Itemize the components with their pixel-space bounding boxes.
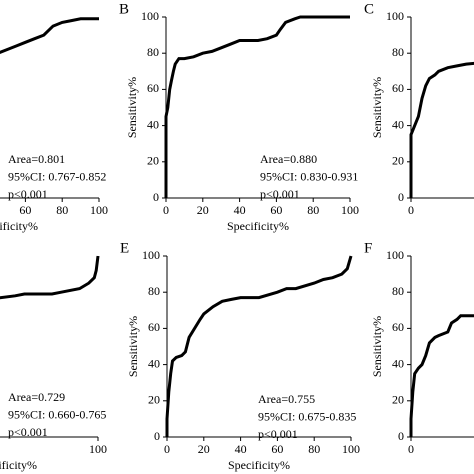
y-tick-label: 20: [148, 393, 160, 407]
annotation: Area=0.880: [260, 152, 317, 166]
y-axis-label: Sensitivity%: [370, 316, 384, 377]
x-tick-label: 100: [342, 442, 360, 456]
y-tick-label: 0: [398, 190, 404, 204]
annotation: 95%CI: 0.767-0.852: [8, 169, 106, 183]
x-tick-label: 60: [271, 442, 283, 456]
y-axis-label: Sensitivity%: [126, 316, 140, 377]
x-tick-label: 20: [198, 442, 210, 456]
y-tick-label: 80: [148, 284, 160, 298]
y-tick-label: 40: [147, 117, 159, 131]
panel-label: B: [119, 1, 129, 17]
x-tick-label: 40: [234, 203, 246, 217]
y-tick-label: 0: [153, 190, 159, 204]
x-axis-label: Specificity%: [0, 458, 37, 472]
y-tick-label: 100: [142, 248, 160, 262]
annotation: Area=0.801: [8, 152, 65, 166]
annotation: 95%CI: 0.830-0.931: [260, 169, 358, 183]
x-tick-label: 60: [270, 203, 282, 217]
y-tick-label: 60: [392, 81, 404, 95]
y-tick-label: 40: [148, 356, 160, 370]
y-tick-label: 40: [392, 356, 404, 370]
y-tick-label: 60: [392, 320, 404, 334]
y-tick-label: 80: [147, 45, 159, 59]
annotation: p<0.001: [258, 427, 298, 441]
x-tick-label: 40: [235, 442, 247, 456]
x-tick-label: 100: [90, 203, 108, 217]
y-tick-label: 40: [392, 117, 404, 131]
y-axis-label: Sensitivity%: [370, 77, 384, 138]
x-tick-label: 0: [164, 442, 170, 456]
x-axis-label: Specificity%: [227, 219, 289, 233]
x-tick-label: 0: [408, 442, 414, 456]
roc-curve: [409, 314, 474, 437]
annotation: Area=0.755: [258, 392, 315, 406]
y-tick-label: 80: [392, 284, 404, 298]
y-tick-label: 60: [148, 320, 160, 334]
x-tick-label: 100: [341, 203, 359, 217]
x-tick-label: 80: [56, 203, 68, 217]
x-tick-label: 0: [408, 203, 414, 217]
y-tick-label: 100: [141, 9, 159, 23]
panel-label: F: [364, 240, 372, 256]
y-tick-label: 100: [386, 9, 404, 23]
y-tick-label: 0: [154, 429, 160, 443]
roc-curve: [0, 17, 99, 54]
annotation: 95%CI: 0.675-0.835: [258, 409, 356, 423]
y-tick-label: 60: [147, 81, 159, 95]
x-axis-label: Specificity%: [228, 458, 290, 472]
x-tick-label: 100: [89, 442, 107, 456]
y-tick-label: 100: [386, 248, 404, 262]
y-tick-label: 0: [398, 429, 404, 443]
y-tick-label: 20: [392, 154, 404, 168]
x-tick-label: 0: [163, 203, 169, 217]
roc-curve: [165, 255, 353, 437]
y-tick-label: 80: [392, 45, 404, 59]
roc-curve: [0, 255, 100, 300]
annotation: p<0.001: [260, 187, 300, 201]
panel-label: C: [364, 1, 374, 17]
annotation: p<0.001: [8, 425, 48, 439]
panel-label: E: [120, 240, 129, 256]
x-tick-label: 20: [197, 203, 209, 217]
annotation: 95%CI: 0.660-0.765: [8, 407, 106, 421]
x-tick-label: 60: [19, 203, 31, 217]
x-tick-label: 80: [308, 442, 320, 456]
y-tick-label: 20: [392, 393, 404, 407]
x-tick-label: 80: [307, 203, 319, 217]
annotation: p<0.001: [8, 187, 48, 201]
roc-curve: [164, 15, 350, 198]
annotation: Area=0.729: [8, 390, 65, 404]
y-tick-label: 20: [147, 154, 159, 168]
x-axis-label: Specificity%: [0, 219, 38, 233]
y-axis-label: Sensitivity%: [125, 77, 139, 138]
roc-curve: [409, 61, 474, 198]
